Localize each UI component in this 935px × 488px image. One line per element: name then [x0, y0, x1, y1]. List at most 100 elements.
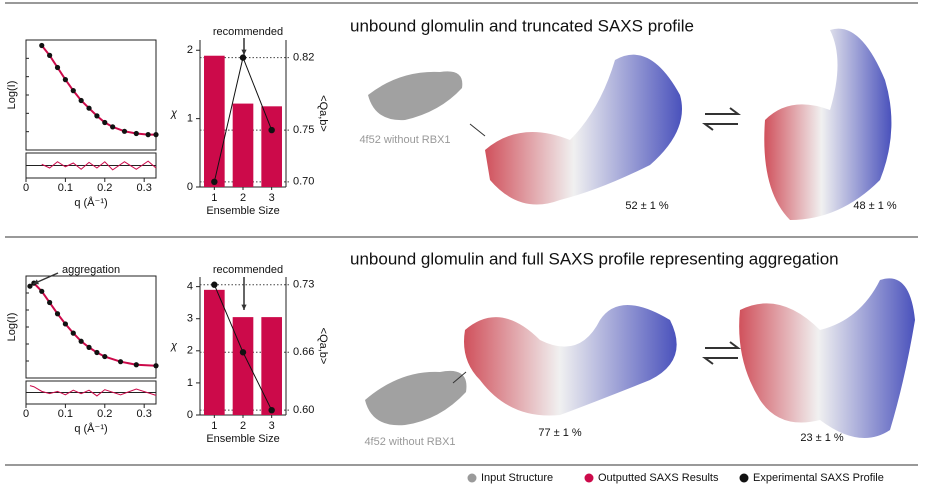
residual-line — [29, 385, 157, 397]
x-axis-label: q (Å⁻¹) — [74, 422, 107, 435]
x-tick-label: 0.2 — [97, 408, 112, 420]
ensemble-point — [268, 126, 275, 134]
experimental-point — [121, 128, 128, 134]
y2-tick-label: 0.75 — [293, 124, 314, 136]
experimental-point — [54, 64, 61, 71]
experimental-point — [153, 132, 159, 138]
experimental-point — [102, 119, 108, 126]
x-tick-label: 0.3 — [137, 182, 152, 194]
y-tick-label: 1 — [187, 377, 193, 389]
annotation: recommended — [213, 26, 283, 38]
bar — [232, 103, 254, 187]
input-structure — [365, 370, 467, 426]
arrow-head — [241, 304, 247, 310]
y2-tick-label: 0.66 — [293, 346, 314, 358]
experimental-point — [70, 88, 76, 94]
bar — [261, 317, 282, 415]
arrow — [469, 123, 486, 137]
y2-axis-label: <Qa,b> — [317, 95, 329, 132]
experimental-point — [86, 344, 92, 350]
legend-swatch — [584, 473, 594, 483]
experimental-point — [110, 124, 116, 130]
x-tick-label: 2 — [240, 192, 246, 204]
y-tick-label: 3 — [187, 313, 193, 325]
x-tick-label: 0.3 — [137, 408, 152, 420]
x-tick-label: 0 — [23, 408, 29, 420]
experimental-point — [78, 97, 84, 104]
legend-label: Outputted SAXS Results — [598, 472, 719, 484]
structure — [739, 278, 915, 438]
legend-label: Experimental SAXS Profile — [753, 472, 884, 484]
y-tick-label: 2 — [187, 345, 193, 357]
y2-tick-label: 0.73 — [293, 279, 314, 291]
experimental-point — [133, 130, 139, 137]
experimental-point — [54, 311, 61, 317]
experimental-point — [78, 338, 84, 344]
fit-line — [40, 44, 156, 136]
x-tick-label: 3 — [269, 192, 275, 204]
x-axis-label: Ensemble Size — [206, 205, 279, 217]
legend-swatch — [467, 473, 477, 483]
experimental-point — [145, 132, 151, 138]
bar — [232, 317, 254, 415]
arrow-head — [33, 279, 39, 285]
state-percent: 23 ± 1 % — [800, 432, 844, 444]
x-tick-label: 0.1 — [58, 408, 73, 420]
input-structure — [368, 71, 463, 121]
y-tick-label: 0 — [187, 409, 193, 421]
experimental-point — [153, 363, 159, 369]
bar — [204, 289, 225, 415]
experimental-point — [47, 299, 53, 306]
experimental-point — [94, 349, 100, 356]
equilibrium — [702, 341, 741, 365]
structure — [464, 305, 677, 416]
fit-line — [29, 281, 157, 367]
x-tick-label: 3 — [269, 420, 275, 432]
x-axis-label: q (Å⁻¹) — [74, 196, 107, 209]
y-tick-label: 4 — [187, 281, 193, 293]
experimental-point — [62, 321, 68, 327]
residual-line — [41, 160, 157, 171]
experimental-point — [27, 283, 33, 289]
state-percent: 77 ± 1 % — [538, 427, 582, 439]
y-axis-label: χ — [170, 107, 178, 119]
structure — [764, 28, 892, 221]
x-tick-label: 0.1 — [58, 182, 73, 194]
y-axis-label: χ — [170, 340, 178, 352]
state-percent: 52 ± 1 % — [625, 200, 669, 212]
legend-label: Input Structure — [481, 472, 553, 484]
input-label: 4f52 without RBX1 — [364, 436, 455, 448]
y-tick-label: 0 — [187, 181, 193, 193]
experimental-point — [39, 288, 45, 294]
y-tick-label: 2 — [187, 44, 193, 56]
ensemble-point — [239, 349, 247, 356]
experimental-point — [102, 353, 108, 360]
y2-axis-label: <Qa,b> — [317, 328, 329, 365]
experimental-point — [133, 362, 139, 368]
annotation: aggregation — [62, 264, 120, 276]
annotation: recommended — [213, 264, 283, 276]
experimental-point — [94, 113, 100, 119]
input-label: 4f52 without RBX1 — [359, 134, 450, 146]
y2-tick-label: 0.70 — [293, 176, 314, 188]
bar — [261, 106, 282, 187]
bar — [204, 55, 225, 187]
equilibrium — [702, 107, 741, 131]
x-tick-label: 1 — [211, 192, 217, 204]
x-tick-label: 0 — [23, 182, 29, 194]
experimental-point — [62, 77, 68, 83]
experimental-point — [39, 42, 45, 49]
y-axis-label: Log(I) — [6, 313, 18, 342]
panel-title: unbound glomulin and truncated SAXS prof… — [350, 16, 694, 35]
ensemble-point — [239, 54, 247, 61]
x-tick-label: 2 — [240, 420, 246, 432]
state-percent: 48 ± 1 % — [853, 200, 897, 212]
experimental-point — [86, 105, 92, 111]
arrow-head — [241, 49, 247, 55]
y-tick-label: 1 — [187, 113, 193, 125]
x-axis-label: Ensemble Size — [206, 433, 279, 445]
experimental-point — [117, 359, 124, 365]
y-axis-label: Log(I) — [6, 81, 18, 110]
legend-swatch — [739, 473, 749, 483]
